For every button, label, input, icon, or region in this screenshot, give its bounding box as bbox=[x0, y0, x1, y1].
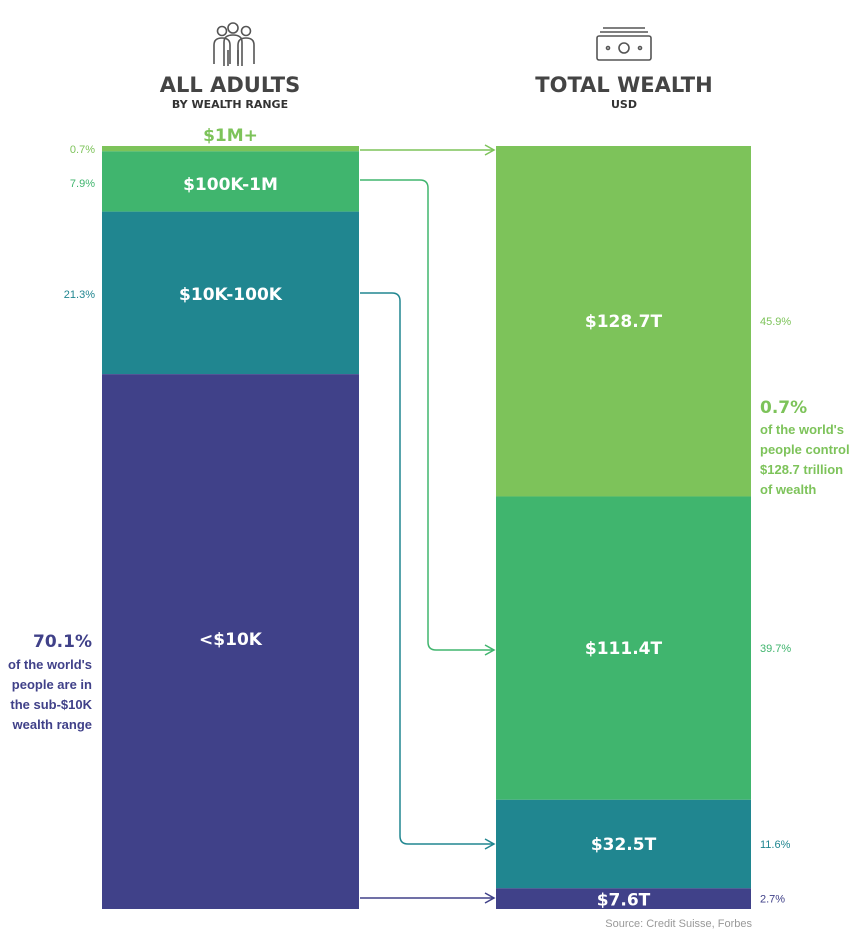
population-segment-1m bbox=[102, 146, 359, 152]
population-segment-label: $100K-1M bbox=[183, 175, 278, 195]
right-header-title: TOTAL WEALTH bbox=[535, 73, 712, 97]
wealth-percent-labels: 45.9% 39.7% 11.6% 2.7% bbox=[760, 316, 791, 906]
population-percent-labels: 0.7% 7.9% 21.3% bbox=[64, 144, 95, 301]
wealth-segment-label: $111.4T bbox=[585, 639, 663, 659]
connector-100k bbox=[360, 179, 496, 656]
connectors bbox=[360, 144, 496, 904]
left-header-subtitle: BY WEALTH RANGE bbox=[172, 98, 288, 111]
source-note: Source: Credit Suisse, Forbes bbox=[605, 918, 752, 930]
population-segment-10k bbox=[102, 374, 359, 909]
right-annotation-big: 0.7% bbox=[760, 398, 807, 418]
right-annotation-line: of the world's bbox=[760, 422, 844, 437]
population-bar: $1M+ $100K-1M $10K-100K <$10K bbox=[102, 126, 359, 909]
wealth-segment-100k-1m bbox=[496, 496, 751, 800]
population-percent-label: 21.3% bbox=[64, 289, 95, 301]
population-segment-100k-1m bbox=[102, 151, 359, 212]
banknote-stack-icon bbox=[596, 27, 652, 61]
right-annotation-line: of wealth bbox=[760, 482, 816, 497]
wealth-percent-label: 39.7% bbox=[760, 643, 791, 655]
population-segment-10k-100k bbox=[102, 211, 359, 375]
left-annotation-line: the sub-$10K bbox=[10, 697, 92, 712]
right-annotation-line: $128.7 trillion bbox=[760, 462, 843, 477]
wealth-percent-label: 2.7% bbox=[760, 894, 785, 906]
wealth-segment-label: $32.5T bbox=[591, 835, 657, 855]
left-annotation-line: people are in bbox=[12, 677, 92, 692]
right-annotation: 0.7% of the world's people control $128.… bbox=[760, 398, 850, 497]
wealth-percent-label: 45.9% bbox=[760, 316, 791, 328]
left-annotation-line: of the world's bbox=[8, 657, 92, 672]
connector-10k bbox=[360, 292, 496, 850]
wealth-segment-1m bbox=[496, 146, 751, 497]
population-percent-label: 0.7% bbox=[70, 144, 95, 156]
left-annotation-line: wealth range bbox=[12, 717, 92, 732]
right-header-subtitle: USD bbox=[611, 98, 637, 111]
left-annotation-big: 70.1% bbox=[33, 632, 92, 652]
wealth-segment-10k-100k bbox=[496, 799, 751, 889]
left-header-title: ALL ADULTS bbox=[160, 73, 300, 97]
wealth-segment-label: $7.6T bbox=[597, 891, 651, 911]
wealth-segment-10k bbox=[496, 888, 751, 909]
wealth-bar: $128.7T $111.4T $32.5T $7.6T bbox=[496, 146, 751, 911]
left-annotation: 70.1% of the world's people are in the s… bbox=[8, 632, 93, 732]
population-percent-label: 7.9% bbox=[70, 178, 95, 190]
population-segment-label: $10K-100K bbox=[179, 285, 283, 305]
population-segment-label: <$10K bbox=[199, 630, 263, 650]
wealth-segment-label: $128.7T bbox=[585, 312, 663, 332]
right-annotation-line: people control bbox=[760, 442, 850, 457]
people-group-icon bbox=[213, 22, 255, 66]
population-segment-label: $1M+ bbox=[203, 126, 258, 146]
wealth-percent-label: 11.6% bbox=[760, 839, 791, 851]
